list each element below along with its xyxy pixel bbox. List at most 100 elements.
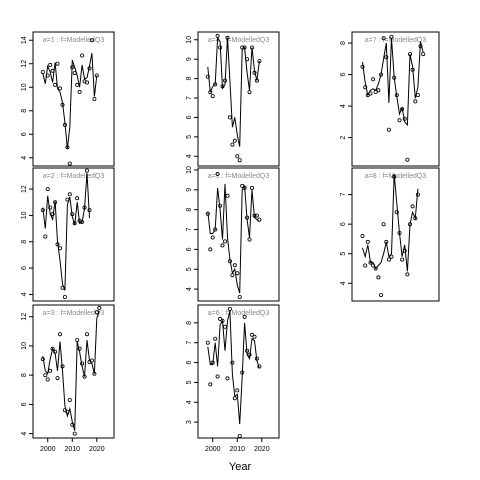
panel-title: a=6 : f=ModelledQ3 (208, 310, 270, 317)
observed-point (371, 263, 376, 268)
observed-point (75, 82, 80, 87)
observed-point (245, 348, 250, 353)
observed-point (65, 145, 70, 150)
observed-point (386, 127, 391, 132)
observed-point (213, 227, 218, 232)
panel-frame (197, 304, 280, 439)
observed-point (418, 44, 423, 49)
panel-frame (351, 167, 440, 302)
y-tick-label: 4 (186, 154, 193, 158)
observed-point (373, 266, 378, 271)
panel-frame (197, 167, 280, 302)
observed-point (227, 306, 232, 311)
observed-point (394, 93, 399, 98)
y-tick-label: 4 (21, 432, 28, 436)
y-tick-label: 5 (186, 380, 193, 384)
observed-point (62, 294, 67, 299)
y-tick-label: 6 (21, 266, 28, 270)
observed-point (60, 102, 65, 107)
observed-point (60, 285, 65, 290)
observed-point (205, 340, 210, 345)
observed-point (254, 356, 259, 361)
observed-point (62, 122, 67, 127)
observed-point (360, 233, 365, 238)
observed-point (381, 36, 386, 41)
observed-point (242, 45, 247, 50)
observed-point (67, 161, 72, 166)
observed-point (85, 80, 90, 85)
panel-frame (32, 304, 115, 439)
observed-point (252, 334, 257, 339)
fitted-line (207, 183, 260, 294)
observed-point (70, 212, 75, 217)
observed-point (45, 73, 50, 78)
y-tick-label: 6 (21, 402, 28, 406)
observed-point (240, 45, 245, 50)
y-tick-label: 7 (186, 341, 193, 345)
observed-point (40, 70, 45, 75)
observed-point (205, 211, 210, 216)
observed-point (48, 205, 53, 210)
observed-point (413, 216, 418, 221)
panel-title: a=2 : f=ModelledQ3 (43, 173, 105, 180)
observed-point (222, 78, 227, 83)
observed-point (205, 74, 210, 79)
observed-point (77, 89, 82, 94)
observed-point (65, 409, 70, 414)
panel-title: a=7 : f=ModelledQ3 (365, 37, 427, 44)
observed-point (368, 91, 373, 96)
observed-point (402, 248, 407, 253)
observed-point (87, 208, 92, 213)
observed-point (55, 242, 60, 247)
observed-point (50, 212, 55, 217)
observed-point (392, 75, 397, 80)
observed-point (75, 338, 80, 343)
panel-8: a=6 : f=ModelledQ3 3 4 5 6 7 8 2000 2010 2020 (186, 304, 280, 453)
observed-point (85, 168, 90, 173)
observed-point (72, 221, 77, 226)
observed-point (245, 57, 250, 62)
observed-point (232, 138, 237, 143)
y-tick-label: 6 (186, 361, 193, 365)
y-tick-label: 8 (21, 109, 28, 113)
panel-2: a=4 : f=ModelledQ3 4 5 6 7 8 9 10 (186, 31, 280, 167)
observed-point (213, 336, 218, 341)
observed-point (87, 66, 92, 71)
observed-point (232, 263, 237, 268)
observed-point (210, 94, 215, 99)
y-tick-label: 8 (340, 41, 347, 45)
observed-point (410, 204, 415, 209)
observed-point (235, 388, 240, 393)
observed-point (213, 82, 218, 87)
panel-4: a=2 : f=ModelledQ3 4 6 8 10 12 (21, 167, 115, 302)
observed-point (421, 52, 426, 57)
observed-point (80, 219, 85, 224)
observed-point (405, 272, 410, 277)
y-tick-label: 6 (186, 247, 193, 251)
observed-point (65, 197, 70, 202)
observed-point (415, 93, 420, 98)
observed-point (94, 73, 99, 78)
y-tick-label: 7 (340, 193, 347, 197)
y-tick-label: 12 (21, 313, 28, 321)
panel-7: a=3 : f=ModelledQ3 4 6 8 10 12 2000 2010 2020 (21, 304, 115, 453)
y-tick-label: 8 (186, 321, 193, 325)
observed-point (407, 52, 412, 57)
observed-point (40, 208, 45, 213)
observed-point (397, 118, 402, 123)
y-tick-label: 10 (21, 211, 28, 219)
observed-point (53, 82, 58, 87)
observed-point (210, 360, 215, 365)
observed-point (45, 187, 50, 192)
observed-point (82, 205, 87, 210)
observed-point (254, 78, 259, 83)
observed-point (225, 376, 230, 381)
observed-point (376, 275, 381, 280)
y-tick-label: 2 (340, 136, 347, 140)
observed-point (43, 373, 48, 378)
observed-point (225, 193, 230, 198)
y-tick-label: 5 (186, 267, 193, 271)
x-tick-label: 2020 (254, 446, 270, 453)
